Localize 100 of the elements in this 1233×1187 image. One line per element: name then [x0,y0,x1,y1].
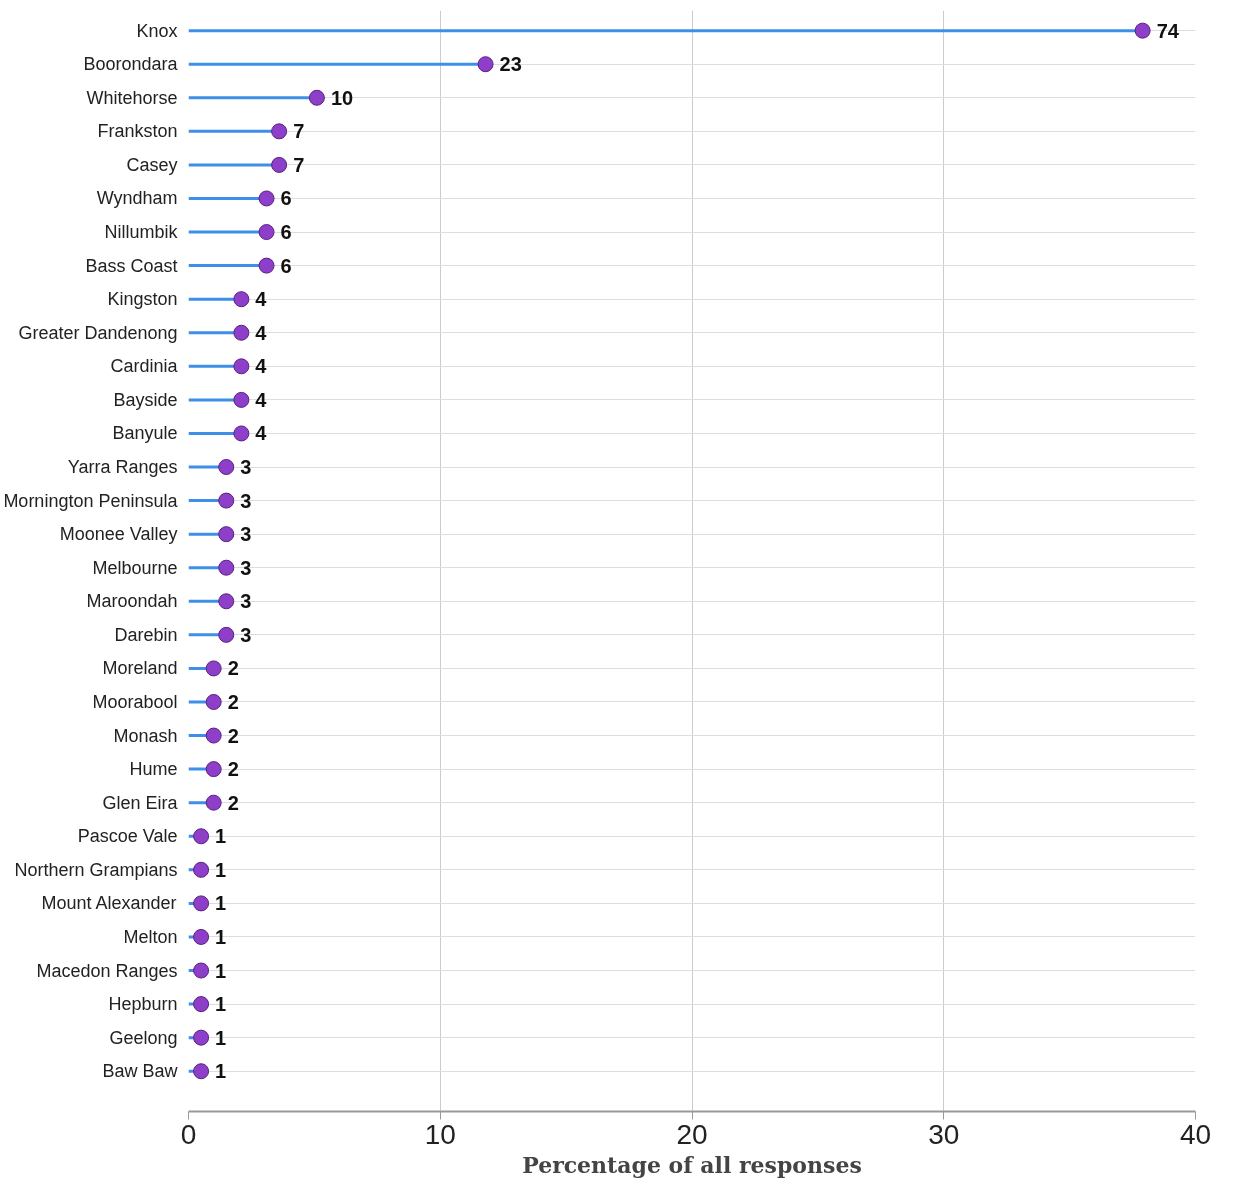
annotation: 2 [227,724,239,747]
annotation: 3 [240,590,252,613]
y-tick-label: Pascoe Vale [77,826,178,847]
y-tick-label: Macedon Ranges [36,960,178,981]
annotation: 4 [255,422,268,445]
y-tick-label: Northern Grampians [14,859,178,880]
point [477,56,494,73]
point [258,190,275,207]
x-axis-title: Percentage of all responses [522,1151,862,1178]
annotation: 6 [280,221,292,244]
y-tick-label: Moonee Valley [59,524,178,545]
y-tick-label: Frankston [97,121,178,142]
y-tick-label: Wyndham [96,188,178,209]
point [218,459,235,475]
point [271,123,288,140]
annotation: 4 [255,321,268,344]
annotation: 7 [293,120,305,143]
annotation: 1 [215,959,227,982]
annotation: 2 [227,657,239,680]
annotation: 3 [240,623,252,646]
annotation: 6 [280,187,292,210]
y-tick-label: Moorabool [92,691,178,712]
annotation: 1 [215,892,227,915]
y-tick-label: Melbourne [92,557,178,578]
y-tick-label: Hepburn [108,994,178,1015]
annotation: 23 [499,53,522,76]
y-tick-label: Geelong [109,1027,178,1048]
y-tick-label: Greater Dandenong [18,322,178,343]
y-tick-label: Bass Coast [85,255,178,276]
annotation: 3 [240,556,252,579]
point [218,526,235,543]
point [193,928,210,945]
y-tick-label: Cardinia [110,356,179,377]
y-tick-label: Moreland [102,658,178,679]
x-tick-label: 10 [424,1118,456,1150]
point [193,996,210,1013]
point [233,425,250,442]
annotation: 1 [215,1026,227,1049]
annotation: 4 [255,355,268,378]
annotation: 3 [240,489,252,512]
y-tick-label: Kingston [107,289,178,310]
y-tick-label: Glen Eira [102,792,179,813]
y-tick-label: Darebin [114,624,178,645]
x-tick-label: 0 [180,1118,197,1150]
point [218,559,235,576]
annotation: 1 [215,858,227,881]
annotation: 3 [240,456,252,479]
point [1134,22,1151,39]
y-tick-label: Casey [126,154,178,175]
y-tick-label: Mount Alexander [41,893,177,914]
annotation: 2 [227,690,239,713]
point [233,324,250,341]
x-tick-label: 30 [928,1118,960,1150]
x-tick-label: 40 [1179,1118,1212,1150]
annotation: 1 [215,825,227,848]
annotation: 4 [255,388,268,411]
annotation: 1 [215,925,227,948]
x-tick-label: 20 [676,1118,708,1150]
point [193,1063,210,1080]
y-tick-label: Hume [129,759,178,780]
point [193,1029,210,1046]
point [205,694,222,710]
point [271,156,288,173]
point [193,895,210,912]
y-tick-label: Baw Baw [102,1061,179,1082]
point [193,962,210,979]
annotation: 74 [1156,19,1180,42]
point [233,358,250,375]
point [218,492,235,509]
annotation: 7 [293,153,305,176]
point [193,861,210,878]
y-tick-label: Nillumbik [104,222,179,243]
point [205,727,222,744]
annotation: 1 [215,993,227,1016]
annotation: 3 [240,523,252,546]
point [205,761,222,778]
y-tick-label: Maroondah [86,591,178,612]
annotation: 4 [255,288,268,311]
point [193,828,210,845]
y-tick-label: Mornington Peninsula [3,490,179,511]
point [218,593,235,610]
point [205,660,222,677]
annotation: 2 [227,791,239,814]
point [258,224,275,241]
y-tick-label: Whitehorse [86,87,178,108]
annotation: 1 [215,1060,227,1083]
point [258,257,275,274]
y-tick-label: Melton [123,926,178,947]
annotation: 2 [227,758,239,781]
y-tick-label: Yarra Ranges [67,457,178,478]
point [205,794,222,811]
y-tick-label: Boorondara [83,54,179,75]
annotation: 10 [330,86,354,109]
annotation: 6 [280,254,292,277]
y-tick-label: Banyule [112,423,178,444]
y-tick-label: Bayside [113,389,178,410]
point [233,291,250,308]
y-tick-label: Monash [113,725,178,746]
y-tick-label: Knox [136,20,178,41]
point [308,89,325,106]
